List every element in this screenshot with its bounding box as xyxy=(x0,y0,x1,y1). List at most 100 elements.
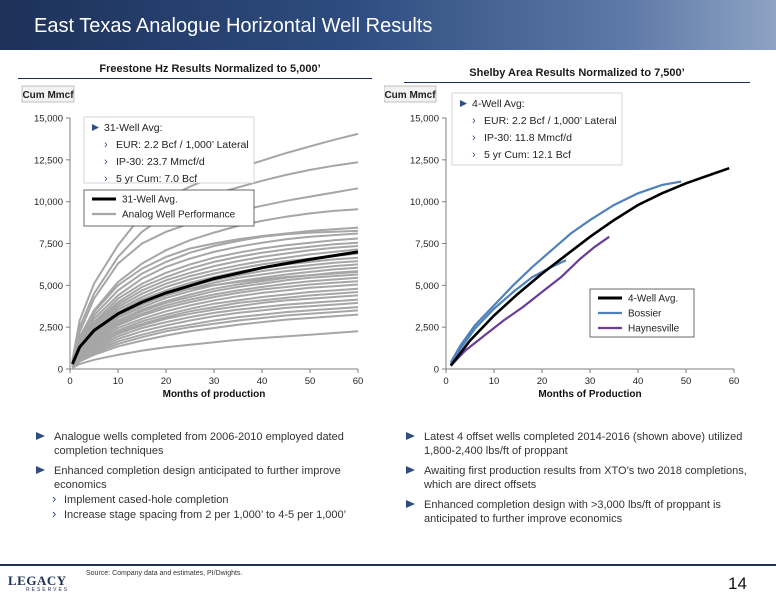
x-tick-label: 40 xyxy=(633,376,644,387)
analog-well-line xyxy=(71,241,359,366)
analog-well-line xyxy=(71,232,359,365)
y-tick-label: 15,000 xyxy=(34,114,63,125)
right-chart-title-rule xyxy=(404,82,750,83)
info-box-item: IP-30: 23.7 Mmcf/d xyxy=(116,156,205,168)
info-sub-bullet-icon: › xyxy=(472,132,476,144)
info-box xyxy=(83,116,255,184)
analog-well-line xyxy=(71,330,359,369)
y-tick-label: 2,500 xyxy=(415,323,439,334)
info-sub-bullet-icon: › xyxy=(104,173,108,185)
right-chart-title: Shelby Area Results Normalized to 7,500’ xyxy=(469,67,685,79)
info-sub-bullet-icon: › xyxy=(472,149,476,161)
y-tick-label: 5,000 xyxy=(39,281,63,292)
analog-well-line xyxy=(71,229,359,365)
haynesville-line xyxy=(450,235,610,367)
avg-well-line xyxy=(449,166,730,367)
legend-label: Analog Well Performance xyxy=(122,210,236,221)
analog-well-line xyxy=(71,237,359,365)
info-box-item: 5 yr Cum: 7.0 Bcf xyxy=(116,173,197,185)
analog-well-line xyxy=(71,298,359,368)
avg-well-line xyxy=(71,250,359,365)
legend-label: Bossier xyxy=(628,309,662,320)
y-tick-label: 0 xyxy=(58,365,63,376)
y-axis-label: Cum Mmcf xyxy=(384,90,436,101)
y-tick-label: 2,500 xyxy=(39,323,63,334)
y-tick-label: 7,500 xyxy=(39,239,63,250)
sub-bullet-item: Increase stage spacing from 2 per 1,000’… xyxy=(34,507,370,522)
y-tick-label: 10,000 xyxy=(34,197,63,208)
info-sub-bullet-icon: › xyxy=(104,156,108,168)
y-axis-label: Cum Mmcf xyxy=(22,90,74,101)
y-tick-label: 15,000 xyxy=(410,114,439,125)
legend-label: Haynesville xyxy=(628,324,680,335)
right-bullets: Latest 4 offset wells completed 2014-201… xyxy=(404,430,754,532)
analog-well-line xyxy=(71,248,359,366)
info-box-heading: 4-Well Avg: xyxy=(472,98,525,110)
analog-well-line xyxy=(71,273,359,367)
analog-well-line xyxy=(71,280,359,367)
x-tick-label: 40 xyxy=(257,376,268,387)
info-bullet-icon xyxy=(460,100,467,107)
legend-label: 4-Well Avg. xyxy=(628,294,678,305)
info-sub-bullet-icon: › xyxy=(104,139,108,151)
x-axis-label: Months of production xyxy=(163,389,266,400)
bullet-item: Enhanced completion design anticipated t… xyxy=(34,464,370,492)
bullet-item: Latest 4 offset wells completed 2014-201… xyxy=(404,430,754,458)
analog-well-line xyxy=(71,245,359,366)
bullet-text: Enhanced completion design anticipated t… xyxy=(54,465,341,491)
left-chart-title-rule xyxy=(18,78,372,79)
right-chart: Cum Mmcf 0 2,500 5,000 7,500 10,000 12,500 15,0… xyxy=(384,85,740,400)
analog-well-line xyxy=(71,294,359,368)
source-note: Source: Company data and estimates, PI/D… xyxy=(86,570,243,577)
x-tick-label: 20 xyxy=(161,376,172,387)
analog-well-line xyxy=(71,287,359,368)
left-chart-title: Freestone Hz Results Normalized to 5,000… xyxy=(99,63,321,75)
left-bullets: Analogue wells completed from 2006-2010 … xyxy=(34,430,370,522)
info-bullet-icon xyxy=(92,124,99,131)
analog-well-line xyxy=(71,266,359,367)
left-chart: Cum Mmcf 0 2,500 5,000 7,500 10,000 12,500 15,0… xyxy=(21,85,363,400)
x-tick-label: 60 xyxy=(729,376,740,387)
info-box-item: EUR: 2.2 Bcf / 1,000’ Lateral xyxy=(484,115,617,127)
company-logo: LEGACY xyxy=(8,573,67,588)
y-tick-label: 7,500 xyxy=(415,239,439,250)
info-box-item: IP-30: 11.8 Mmcf/d xyxy=(484,132,572,144)
page-number: 14 xyxy=(728,574,747,593)
legend-box xyxy=(83,189,255,227)
analog-well-line xyxy=(71,283,359,368)
y-axis-label-box xyxy=(21,85,75,103)
company-logo-subtitle: RESERVES xyxy=(26,587,70,593)
analog-well-line xyxy=(71,208,359,364)
header-bar: East Texas Analogue Horizontal Well Resu… xyxy=(0,0,776,50)
page-title: East Texas Analogue Horizontal Well Resu… xyxy=(34,15,433,37)
y-tick-label: 5,000 xyxy=(415,281,439,292)
bullet-item: Enhanced completion design with >3,000 l… xyxy=(404,498,754,526)
x-tick-label: 0 xyxy=(443,376,448,387)
x-tick-label: 30 xyxy=(585,376,596,387)
bossier-line xyxy=(449,180,682,363)
y-axis-label-box xyxy=(384,85,437,103)
legend-label: 31-Well Avg. xyxy=(122,195,178,206)
analog-well-line xyxy=(71,309,359,369)
y-tick-label: 12,500 xyxy=(34,155,63,166)
info-box xyxy=(451,92,623,166)
y-tick-label: 12,500 xyxy=(410,155,439,166)
analog-well-line xyxy=(71,301,359,368)
y-tick-label: 10,000 xyxy=(410,197,439,208)
analog-well-line xyxy=(71,306,359,368)
x-tick-label: 10 xyxy=(113,376,124,387)
analog-well-line xyxy=(71,276,359,367)
analog-well-line xyxy=(71,313,359,369)
x-tick-label: 50 xyxy=(305,376,316,387)
x-tick-label: 50 xyxy=(681,376,692,387)
x-tick-label: 30 xyxy=(209,376,220,387)
info-box-heading: 31-Well Avg: xyxy=(104,122,163,134)
x-tick-label: 10 xyxy=(489,376,500,387)
info-sub-bullet-icon: › xyxy=(472,115,476,127)
bullet-item: Awaiting first production results from X… xyxy=(404,464,754,492)
bullet-item: Analogue wells completed from 2006-2010 … xyxy=(34,430,370,458)
info-box-item: 5 yr Cum: 12.1 Bcf xyxy=(484,149,571,161)
x-tick-label: 20 xyxy=(537,376,548,387)
footer-rule xyxy=(0,564,776,566)
x-axis-label: Months of Production xyxy=(538,389,641,400)
